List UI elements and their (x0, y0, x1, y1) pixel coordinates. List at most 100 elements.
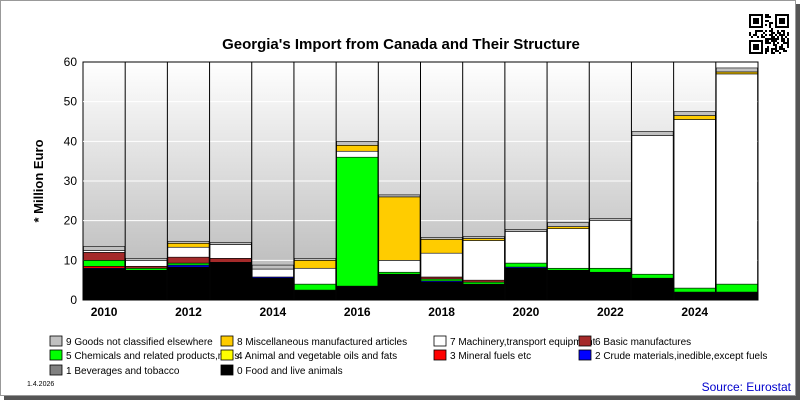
bar-segment (209, 242, 252, 245)
legend-swatch (220, 364, 234, 376)
bar-segment (83, 252, 125, 261)
y-tick-labels: 0 10 20 30 40 50 60 (64, 55, 78, 307)
date-label: 1.4.2026 (27, 381, 54, 388)
bar-segment (83, 246, 125, 251)
bar-segment (589, 218, 632, 221)
bar-segment (251, 277, 294, 301)
bar-segment (673, 291, 716, 301)
bar-segment (209, 262, 252, 301)
bar-segment (547, 228, 590, 269)
legend-label: 9 Goods not classified elsewhere (66, 337, 213, 348)
legend-label: 8 Miscellaneous manufactured articles (237, 337, 407, 348)
legend-swatch (433, 349, 447, 361)
bar-segment (716, 291, 758, 301)
bar-segment (673, 111, 716, 116)
bar-segment (83, 260, 125, 267)
bar-segment (167, 240, 210, 244)
x-tick-label: 2014 (259, 305, 286, 319)
bar-segment (251, 268, 294, 278)
y-tick-label: 50 (64, 95, 78, 109)
bar-segment (505, 262, 547, 268)
legend-swatch (49, 335, 63, 347)
x-tick-label: 2020 (513, 305, 540, 319)
x-tick-label: 2022 (597, 305, 624, 319)
y-tick-label: 40 (64, 134, 78, 148)
bar-segment (336, 150, 379, 158)
bar-segment (294, 289, 336, 301)
bar-segment (167, 246, 210, 258)
qr-code-icon (749, 14, 789, 54)
y-tick-label: 10 (64, 253, 78, 267)
bar-segment (420, 252, 463, 278)
bar-segment (378, 196, 421, 261)
y-tick-label: 20 (64, 214, 78, 228)
source-label: Source: Eurostat (702, 380, 792, 394)
bar-segment (462, 236, 505, 239)
bar-segment (167, 256, 210, 264)
bar-segment (673, 119, 716, 289)
legend-swatch (578, 335, 592, 347)
bar-segment (378, 273, 421, 301)
bar-segment (336, 156, 379, 287)
legend-swatch (49, 364, 63, 376)
x-tick-label: 2010 (91, 305, 118, 319)
bar-segment (505, 229, 547, 232)
y-axis-label: * Million Euro (31, 139, 46, 222)
legend-label: 3 Mineral fuels etc (450, 351, 531, 362)
bar-segment (378, 194, 421, 198)
x-tick-label: 2018 (428, 305, 455, 319)
bar-segment (125, 260, 168, 267)
legend-label: 5 Chemicals and related products,n.e.s. (66, 351, 242, 362)
bar-segment (716, 73, 758, 285)
bar-segment (589, 271, 632, 301)
legend-label: 7 Machinery,transport equipment (450, 337, 596, 348)
bars (83, 67, 758, 301)
bar-segment (336, 145, 379, 152)
bar-segment (209, 244, 252, 259)
legend-swatch (49, 349, 63, 361)
legend-label: 6 Basic manufactures (595, 337, 691, 348)
bar-segment (673, 287, 716, 293)
bar-segment (716, 283, 758, 293)
bar-segment (420, 239, 463, 254)
bar-segment (251, 264, 294, 270)
bar-segment (209, 258, 252, 263)
bar-segment (462, 240, 505, 281)
bar-segment (547, 269, 590, 301)
y-tick-label: 60 (64, 55, 78, 69)
bar-segment (294, 260, 336, 269)
chart-title: Georgia's Import from Canada and Their S… (222, 36, 580, 53)
bar-segment (336, 285, 379, 301)
bar-segment (631, 273, 674, 279)
bar-segment (716, 67, 758, 73)
bar-segment (631, 135, 674, 275)
bar-segment (589, 267, 632, 273)
bar-segment (547, 222, 590, 227)
x-tick-labels: 2010 2012 2014 2016 2018 2020 2022 2024 (91, 305, 709, 319)
bar-segment (420, 237, 463, 240)
bar-segment (125, 269, 168, 301)
legend-label: 4 Animal and vegetable oils and fats (237, 351, 397, 362)
bar-segment (125, 258, 168, 261)
x-tick-label: 2016 (344, 305, 371, 319)
legend-label: 0 Food and live animals (237, 366, 343, 377)
legend-swatch (433, 335, 447, 347)
bar-segment (462, 283, 505, 301)
y-tick-label: 30 (64, 174, 78, 188)
bar-segment (589, 220, 632, 269)
bar-segment (631, 277, 674, 301)
bar-segment (378, 260, 421, 273)
bar-segment (294, 258, 336, 261)
x-tick-label: 2012 (175, 305, 202, 319)
legend-swatch (220, 335, 234, 347)
legend-label: 1 Beverages and tobacco (66, 366, 180, 377)
bar-segment (505, 231, 547, 264)
bar-segment (673, 115, 716, 120)
bar-segment (294, 267, 336, 285)
bar-segment (167, 242, 210, 248)
bar-segment (83, 268, 125, 301)
bar-segment (336, 141, 379, 146)
legend-swatch (220, 349, 234, 361)
